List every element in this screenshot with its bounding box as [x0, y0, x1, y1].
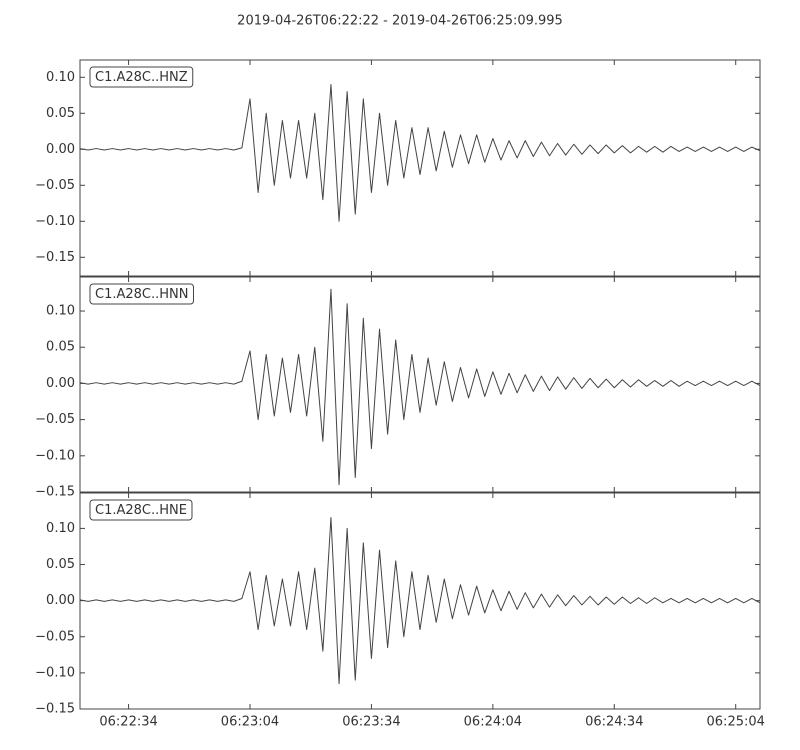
y-tick-label: −0.15 [35, 702, 75, 717]
waveform [80, 83, 760, 222]
trace-label-box [89, 66, 194, 88]
y-tick-label: −0.15 [35, 250, 75, 265]
trace-label-box [89, 499, 193, 521]
y-tick-label: 0.10 [46, 304, 75, 319]
trace-label: C1.A28C..HNE [95, 503, 187, 518]
y-tick-label: −0.15 [35, 485, 75, 500]
trace-label: C1.A28C..HNN [95, 287, 188, 302]
y-tick-label: 0.05 [46, 106, 75, 121]
y-tick-label: 0.00 [46, 376, 75, 391]
x-tick-label: 06:23:34 [342, 715, 400, 730]
y-tick-label: −0.10 [35, 665, 75, 680]
panel-frame [79, 276, 761, 493]
y-tick-label: −0.10 [35, 448, 75, 463]
y-tick-label: −0.10 [35, 214, 75, 229]
waveform [80, 517, 760, 685]
x-tick-label: 06:24:04 [464, 715, 522, 730]
y-tick-label: −0.05 [35, 629, 75, 644]
x-tick-label: 06:22:34 [99, 715, 157, 730]
y-tick-label: −0.05 [35, 412, 75, 427]
chart-title: 2019-04-26T06:22:22 - 2019-04-26T06:25:0… [237, 14, 563, 29]
waveform [80, 288, 760, 486]
x-tick-label: 06:25:04 [707, 715, 765, 730]
trace-label: C1.A28C..HNZ [95, 70, 188, 85]
y-tick-label: 0.10 [46, 521, 75, 536]
trace-label-box [89, 283, 194, 305]
y-tick-label: 0.00 [46, 142, 75, 157]
y-tick-label: −0.05 [35, 178, 75, 193]
y-tick-label: 0.05 [46, 557, 75, 572]
x-tick-label: 06:24:34 [585, 715, 643, 730]
y-tick-label: 0.05 [46, 340, 75, 355]
panel-frame [79, 59, 761, 277]
y-tick-label: 0.00 [46, 593, 75, 608]
x-tick-label: 06:23:04 [221, 715, 279, 730]
y-tick-label: 0.10 [46, 70, 75, 85]
